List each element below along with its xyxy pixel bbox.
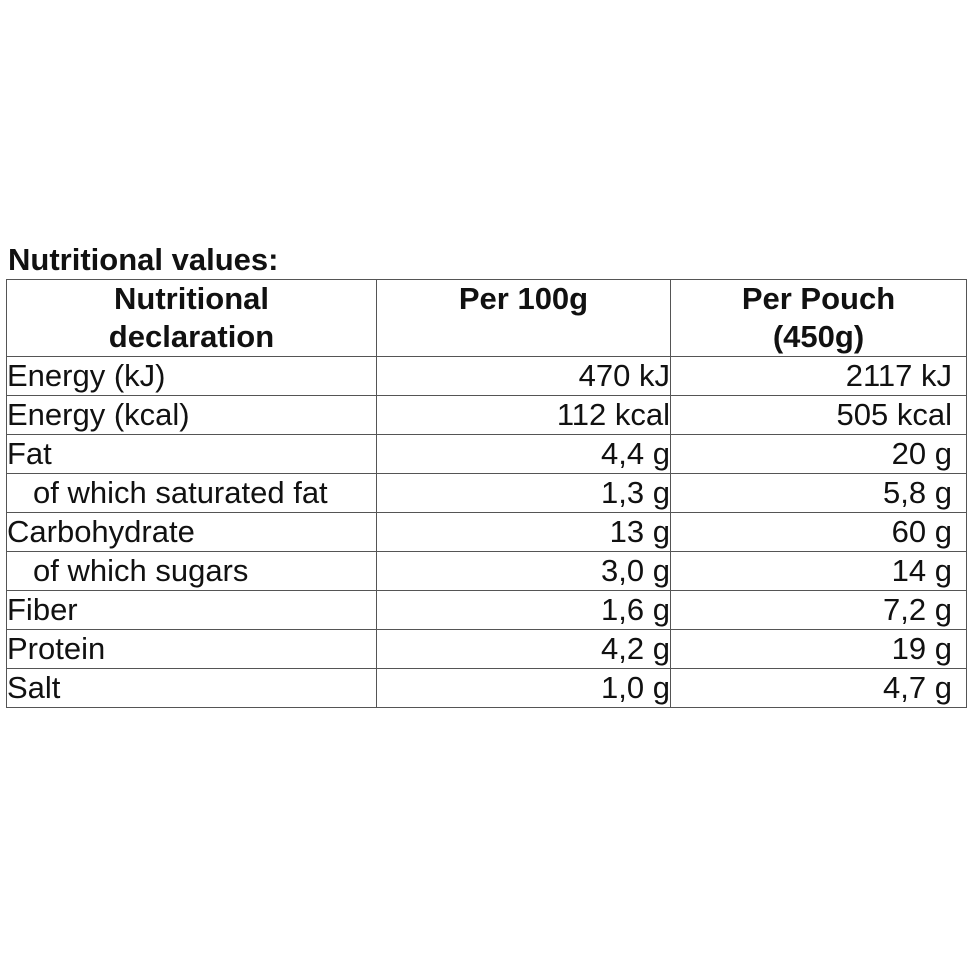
table-row: Salt 1,0 g 4,7 g [6,668,967,708]
header-nutritional-declaration: Nutritional declaration [6,279,377,357]
value-per-100g: 1,0 g [376,668,671,708]
nutrient-name: Protein [6,629,377,669]
header-col1-line2: declaration [108,319,275,354]
value-per-100g: 470 kJ [376,356,671,396]
table-row: Fat 4,4 g 20 g [6,434,967,474]
value-per-100g: 3,0 g [376,551,671,591]
nutrition-table: Nutritional declaration Per 100g Per Pou… [6,279,967,708]
value-per-100g: 13 g [376,512,671,552]
value-per-100g: 112 kcal [376,395,671,435]
table-header-row: Nutritional declaration Per 100g Per Pou… [6,279,967,357]
nutrient-name: Fiber [6,590,377,630]
nutrient-name: of which saturated fat [6,473,377,513]
table-row: Energy (kJ) 470 kJ 2117 kJ [6,356,967,396]
value-per-pouch: 505 kcal [670,395,967,435]
table-caption: Nutritional values: [8,242,279,277]
nutrient-name: Energy (kJ) [6,356,377,396]
table-row: Fiber 1,6 g 7,2 g [6,590,967,630]
nutrient-name: Carbohydrate [6,512,377,552]
nutrient-name: Fat [6,434,377,474]
value-per-pouch: 19 g [670,629,967,669]
nutrient-name: Salt [6,668,377,708]
nutrient-name: of which sugars [6,551,377,591]
table-row: Protein 4,2 g 19 g [6,629,967,669]
value-per-pouch: 20 g [670,434,967,474]
value-per-pouch: 7,2 g [670,590,967,630]
header-col3-line2: (450g) [772,319,865,354]
nutrient-name: Energy (kcal) [6,395,377,435]
table-row: of which saturated fat 1,3 g 5,8 g [6,473,967,513]
header-col3-line1: Per Pouch [741,281,896,316]
value-per-pouch: 5,8 g [670,473,967,513]
table-row: Carbohydrate 13 g 60 g [6,512,967,552]
value-per-100g: 1,6 g [376,590,671,630]
header-col1-line1: Nutritional [114,281,269,316]
value-per-pouch: 2117 kJ [670,356,967,396]
value-per-100g: 1,3 g [376,473,671,513]
header-per-100g: Per 100g [376,279,671,357]
value-per-pouch: 14 g [670,551,967,591]
value-per-pouch: 4,7 g [670,668,967,708]
value-per-100g: 4,4 g [376,434,671,474]
table-row: Energy (kcal) 112 kcal 505 kcal [6,395,967,435]
value-per-pouch: 60 g [670,512,967,552]
header-per-pouch: Per Pouch (450g) [670,279,967,357]
value-per-100g: 4,2 g [376,629,671,669]
header-col2: Per 100g [458,281,589,316]
table-row: of which sugars 3,0 g 14 g [6,551,967,591]
